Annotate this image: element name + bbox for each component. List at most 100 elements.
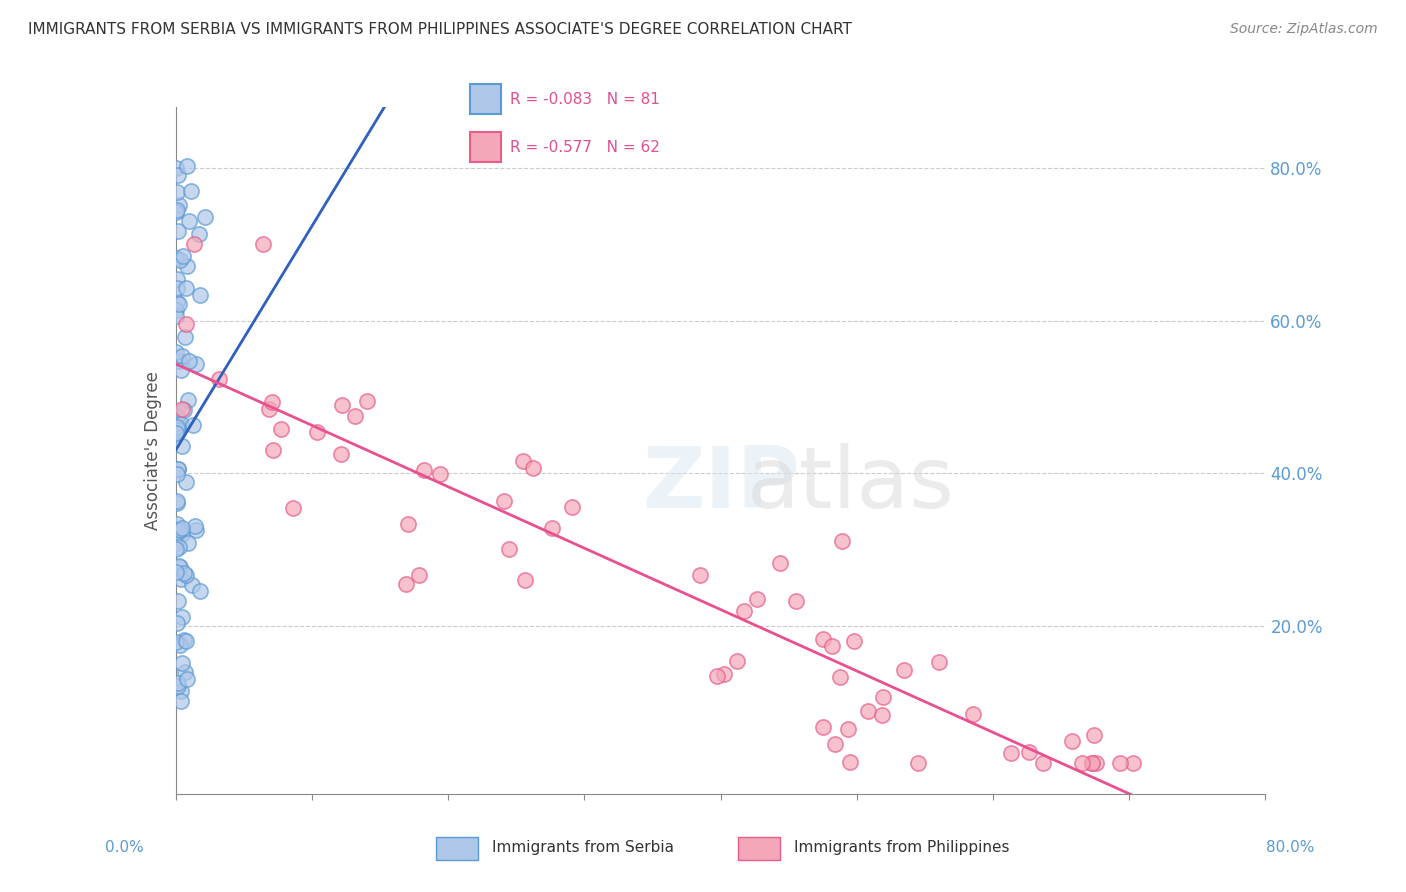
Immigrants from Philippines [870,708,893,723]
Immigrants from Serbia [166,496,188,510]
Immigrants from Serbia [172,609,194,624]
Immigrants from Philippines [821,639,844,653]
Immigrants from Philippines [733,604,755,618]
Immigrants from Serbia [165,536,187,550]
Immigrants from Serbia [166,467,188,481]
Immigrants from Serbia [166,185,188,199]
Immigrants from Philippines [1032,756,1054,771]
Immigrants from Philippines [356,394,378,409]
Immigrants from Serbia [165,303,187,318]
Immigrants from Philippines [262,395,284,409]
Immigrants from Serbia [166,461,188,475]
Immigrants from Serbia [174,281,197,295]
Immigrants from Serbia [166,272,188,286]
Immigrants from Serbia [170,439,193,453]
Text: ZIP: ZIP [641,443,800,526]
Immigrants from Serbia [169,560,191,574]
Immigrants from Philippines [928,656,950,670]
Immigrants from Serbia [172,249,194,263]
Immigrants from Philippines [512,454,534,468]
Immigrants from Serbia [165,635,187,649]
Immigrants from Philippines [395,577,418,591]
Immigrants from Serbia [173,665,195,679]
Immigrants from Serbia [174,475,197,489]
Immigrants from Serbia [166,616,188,631]
Immigrants from Philippines [281,501,304,516]
Immigrants from Serbia [188,288,211,302]
Immigrants from Serbia [167,296,190,310]
Immigrants from Serbia [187,227,209,241]
Immigrants from Philippines [330,446,353,460]
Immigrants from Philippines [343,409,366,424]
Immigrants from Serbia [167,540,190,554]
Immigrants from Philippines [1081,756,1104,771]
Immigrants from Serbia [165,426,187,441]
Immigrants from Serbia [172,349,194,363]
Immigrants from Serbia [167,558,190,573]
Immigrants from Philippines [262,443,284,458]
Immigrants from Philippines [1000,746,1022,760]
Immigrants from Serbia [173,402,195,417]
Immigrants from Philippines [706,668,728,682]
Immigrants from Philippines [831,533,853,548]
Immigrants from Serbia [167,423,190,437]
Immigrants from Serbia [179,354,201,368]
Immigrants from Serbia [166,493,188,508]
Bar [470,132,501,162]
Immigrants from Philippines [257,401,280,416]
Bar [470,84,501,114]
Text: R = -0.577   N = 62: R = -0.577 N = 62 [510,140,661,155]
Immigrants from Philippines [307,425,329,439]
Immigrants from Serbia [170,520,193,534]
Immigrants from Serbia [166,419,188,434]
Immigrants from Serbia [166,294,188,309]
Immigrants from Philippines [176,318,198,332]
Text: Immigrants from Serbia: Immigrants from Serbia [492,840,673,855]
Immigrants from Philippines [811,632,834,646]
Immigrants from Serbia [169,572,191,586]
Immigrants from Philippines [513,573,536,587]
Immigrants from Philippines [824,737,846,751]
Immigrants from Serbia [166,409,188,423]
Immigrants from Philippines [745,592,768,607]
Immigrants from Philippines [172,402,194,417]
Immigrants from Serbia [165,542,187,557]
Immigrants from Philippines [541,521,564,535]
Immigrants from Serbia [174,568,197,582]
Immigrants from Serbia [170,527,193,541]
Immigrants from Serbia [188,584,211,599]
Immigrants from Serbia [165,565,187,579]
Immigrants from Serbia [177,535,200,549]
Immigrants from Serbia [165,205,187,219]
Immigrants from Philippines [769,556,792,570]
Immigrants from Philippines [907,756,929,771]
Immigrants from Serbia [167,168,190,182]
Immigrants from Serbia [167,223,190,237]
Immigrants from Serbia [166,517,188,532]
Immigrants from Philippines [837,722,859,736]
Immigrants from Serbia [166,425,188,439]
Immigrants from Serbia [177,392,200,407]
Immigrants from Philippines [330,398,353,412]
Immigrants from Serbia [170,363,193,377]
Immigrants from Philippines [1084,756,1107,771]
Immigrants from Serbia [173,566,195,581]
Immigrants from Serbia [166,523,188,537]
Immigrants from Serbia [173,633,195,648]
Immigrants from Philippines [872,690,894,704]
Immigrants from Serbia [170,694,193,708]
Immigrants from Philippines [858,704,880,718]
Immigrants from Philippines [561,500,583,515]
Immigrants from Philippines [713,667,735,681]
Text: atlas: atlas [748,443,955,526]
Immigrants from Serbia [173,330,195,344]
Text: R = -0.083   N = 81: R = -0.083 N = 81 [510,92,661,107]
Immigrants from Serbia [181,418,204,433]
Immigrants from Serbia [165,310,187,324]
Immigrants from Serbia [179,214,201,228]
Immigrants from Serbia [176,672,198,686]
Immigrants from Serbia [167,679,190,693]
Immigrants from Philippines [842,634,865,648]
Immigrants from Philippines [725,654,748,668]
Immigrants from Philippines [396,516,419,531]
